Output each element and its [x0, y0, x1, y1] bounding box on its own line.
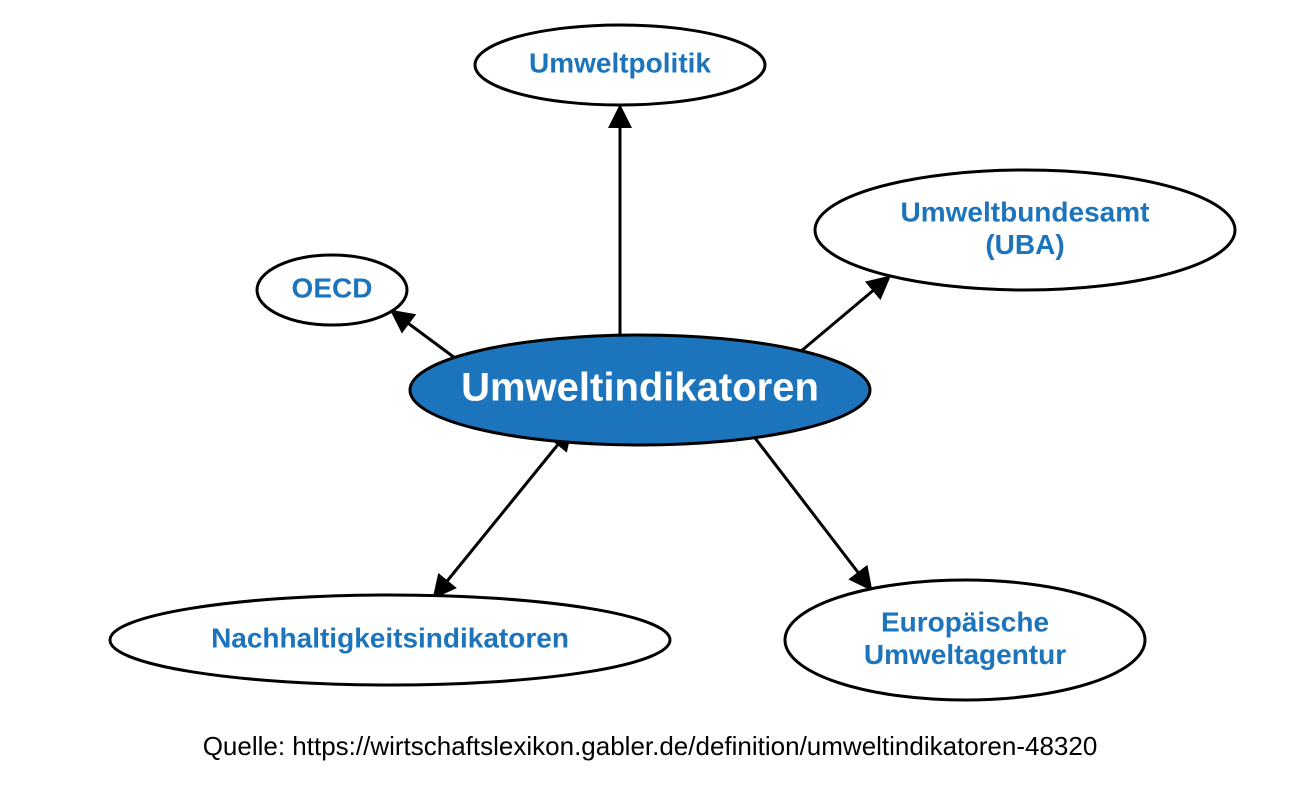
- edge-3: [755, 438, 870, 588]
- node-label-center: Umweltindikatoren: [461, 366, 819, 410]
- node-eua: EuropäischeUmweltagentur: [785, 580, 1145, 700]
- node-label-nachhaltigkeit: Nachhaltigkeitsindikatoren: [211, 622, 569, 653]
- node-label-umweltpolitik: Umweltpolitik: [529, 47, 711, 78]
- node-oecd: OECD: [257, 255, 407, 325]
- edge-2: [393, 312, 455, 358]
- source-citation: Quelle: https://wirtschaftslexikon.gable…: [203, 731, 1098, 761]
- node-center: Umweltindikatoren: [410, 335, 870, 445]
- node-label-oecd: OECD: [292, 272, 373, 303]
- node-nachhaltigkeit: Nachhaltigkeitsindikatoren: [110, 595, 670, 685]
- concept-map-diagram: Umweltpolitik Umweltbundesamt(UBA) OECD Eur…: [0, 0, 1300, 811]
- node-label-eua: EuropäischeUmweltagentur: [864, 607, 1066, 670]
- node-uba: Umweltbundesamt(UBA): [815, 170, 1235, 290]
- edge-1: [800, 278, 888, 352]
- node-umweltpolitik: Umweltpolitik: [475, 25, 765, 105]
- edge-4: [435, 442, 560, 596]
